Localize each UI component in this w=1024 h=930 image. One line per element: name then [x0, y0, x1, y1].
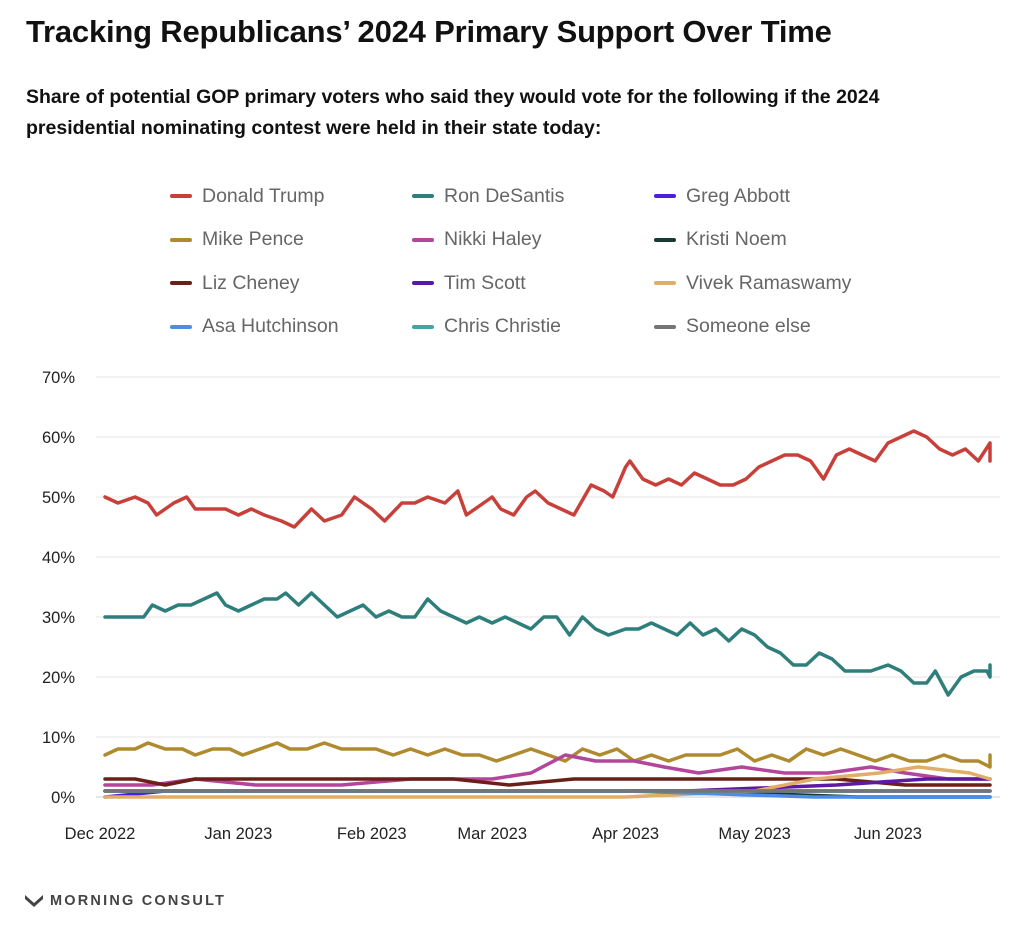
series-line-nikki-haley — [103, 753, 992, 787]
legend-label: Nikki Haley — [444, 228, 542, 250]
legend-item-chris-christie[interactable]: Chris Christie — [412, 312, 561, 342]
chart-subtitle: Share of potential GOP primary voters wh… — [26, 86, 880, 139]
legend-label: Donald Trump — [202, 184, 325, 207]
y-tick-label: 60% — [42, 429, 75, 447]
y-tick-label: 10% — [42, 729, 75, 747]
legend-swatch — [412, 237, 434, 242]
legend-label: Tim Scott — [444, 271, 526, 294]
legend-label: Mike Pence — [202, 228, 304, 250]
legend-label: Kristi Noem — [686, 228, 787, 250]
legend-swatch — [654, 237, 676, 242]
legend-swatch — [170, 324, 192, 329]
y-tick-label: 50% — [42, 489, 75, 507]
legend-swatch — [170, 194, 192, 198]
x-tick-label: Jun 2023 — [854, 825, 922, 843]
legend-label: Liz Cheney — [202, 271, 300, 294]
legend-item-vivek-ramaswamy[interactable]: Vivek Ramaswamy — [654, 268, 851, 298]
y-tick-label: 30% — [42, 609, 75, 627]
legend-item-greg-abbott[interactable]: Greg Abbott — [654, 181, 790, 211]
chart-title: Tracking Republicans’ 2024 Primary Suppo… — [26, 14, 832, 49]
logo-text: MORNING CONSULT — [50, 893, 227, 909]
legend-swatch — [170, 237, 192, 242]
y-tick-label: 70% — [42, 369, 75, 387]
legend-swatch — [412, 194, 434, 198]
y-tick-label: 20% — [42, 669, 75, 687]
legend-item-liz-cheney[interactable]: Liz Cheney — [170, 268, 300, 298]
legend-label: Ron DeSantis — [444, 184, 565, 207]
line-chart: 0% 10% 20% 30% 40% 50% 60% 70% Dec 2022 Jan 2023 F… — [42, 369, 1000, 843]
legend-swatch — [654, 194, 676, 198]
legend-label: Greg Abbott — [686, 184, 791, 207]
legend-label: Chris Christie — [444, 315, 562, 337]
legend-swatch — [412, 281, 434, 285]
legend-item-someone-else[interactable]: Someone else — [654, 312, 811, 342]
legend-item-ron-desantis[interactable]: Ron DeSantis — [412, 181, 564, 211]
legend-item-nikki-haley[interactable]: Nikki Haley — [412, 225, 542, 255]
legend-item-asa-hutchinson[interactable]: Asa Hutchinson — [170, 312, 339, 342]
legend-swatch — [654, 324, 676, 329]
legend-item-mike-pence[interactable]: Mike Pence — [170, 225, 304, 255]
x-tick-label: Dec 2022 — [65, 825, 136, 843]
morning-consult-logo: MORNING CONSULT — [24, 893, 226, 909]
series-line-vivek-ramaswamy — [103, 765, 992, 799]
x-tick-label: May 2023 — [718, 825, 790, 843]
legend-label: Vivek Ramaswamy — [686, 271, 852, 294]
legend-item-kristi-noem[interactable]: Kristi Noem — [654, 225, 787, 255]
legend-swatch — [654, 281, 676, 285]
series-line-liz-cheney — [103, 777, 992, 787]
morning-consult-mark-icon — [25, 895, 43, 907]
legend-label: Someone else — [686, 315, 811, 337]
legend-swatch — [412, 324, 434, 329]
legend-swatch — [170, 281, 192, 285]
x-tick-label: Feb 2023 — [337, 825, 407, 843]
x-tick-label: Mar 2023 — [457, 825, 527, 843]
x-tick-label: Jan 2023 — [204, 825, 272, 843]
x-tick-label: Apr 2023 — [592, 825, 659, 843]
legend-item-tim-scott[interactable]: Tim Scott — [412, 268, 526, 298]
legend-item-donald-trump[interactable]: Donald Trump — [170, 181, 324, 211]
legend-label: Asa Hutchinson — [202, 315, 339, 337]
series-line-donald-trump — [103, 429, 992, 529]
series-line-ron-desantis — [103, 591, 992, 697]
y-tick-label: 40% — [42, 549, 75, 567]
y-tick-label: 0% — [51, 789, 75, 807]
